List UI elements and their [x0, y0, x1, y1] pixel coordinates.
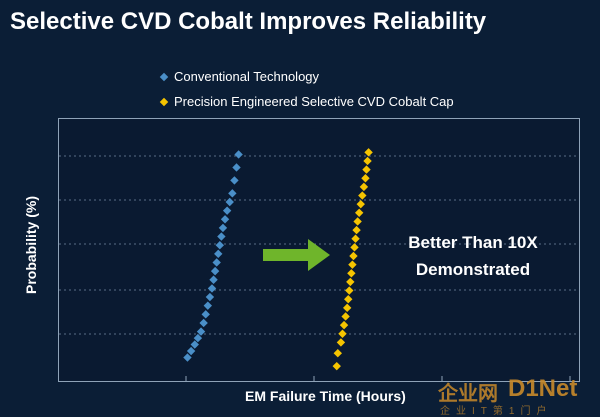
cobalt-point-4: [339, 320, 349, 330]
slide-title: Selective CVD Cobalt Improves Reliabilit…: [10, 8, 487, 35]
cobalt-point-21: [361, 174, 370, 183]
arrow-head: [308, 239, 330, 271]
conventional-point-9: [207, 284, 217, 293]
cobalt-point-15: [352, 225, 361, 235]
legend-label-conventional: Conventional Technology: [174, 69, 320, 84]
conventional-point-23: [234, 150, 243, 159]
chart-legend: Conventional Technology Precision Engine…: [159, 64, 454, 114]
conventional-point-18: [222, 206, 232, 215]
cobalt-point-20: [359, 182, 369, 192]
y-axis-label: Probability (%): [23, 195, 39, 295]
conventional-point-17: [220, 215, 230, 224]
cobalt-point-7: [344, 295, 353, 304]
conventional-point-12: [212, 258, 221, 267]
cobalt-point-8: [345, 286, 354, 295]
conventional-point-14: [215, 241, 225, 250]
legend-marker-conventional: [159, 72, 169, 81]
conventional-point-6: [201, 310, 210, 319]
legend-item-conventional: Conventional Technology: [159, 64, 454, 89]
x-axis-label: EM Failure Time (Hours): [245, 388, 406, 404]
cobalt-point-23: [363, 156, 372, 166]
conventional-point-13: [214, 249, 223, 259]
cobalt-point-0: [332, 361, 341, 371]
legend-item-cobalt: Precision Engineered Selective CVD Cobal…: [159, 89, 454, 114]
conventional-point-3: [193, 333, 203, 343]
watermark-cn-text: 企业网: [438, 383, 498, 405]
conventional-point-7: [203, 301, 213, 310]
conventional-point-2: [190, 340, 199, 349]
chart-svg: [58, 118, 580, 382]
conventional-point-8: [205, 292, 215, 302]
conventional-point-21: [230, 176, 239, 185]
watermark-sub-text: 企业IT第1门户: [440, 406, 553, 417]
cobalt-point-12: [349, 251, 358, 261]
cobalt-point-10: [347, 269, 356, 278]
callout-line-2: Demonstrated: [415, 260, 531, 279]
conventional-point-22: [232, 163, 241, 172]
conventional-point-11: [210, 266, 220, 276]
arrow-shaft: [263, 249, 311, 261]
cobalt-point-6: [342, 303, 352, 313]
cobalt-point-9: [346, 277, 355, 287]
cobalt-point-19: [358, 191, 367, 200]
conventional-point-5: [199, 318, 208, 328]
cobalt-point-17: [354, 208, 364, 217]
cobalt-point-5: [341, 312, 350, 321]
watermark-brand-text: D1Net: [508, 375, 578, 402]
conventional-point-0: [183, 353, 192, 362]
cobalt-point-14: [351, 234, 360, 243]
conventional-point-4: [196, 327, 206, 336]
legend-marker-cobalt: [159, 97, 169, 106]
conventional-point-20: [228, 189, 237, 198]
callout-text: Better Than 10X Demonstrated: [378, 229, 568, 283]
conventional-point-19: [225, 197, 234, 207]
conventional-point-16: [218, 223, 228, 233]
cobalt-point-3: [338, 329, 347, 338]
cobalt-point-24: [364, 148, 373, 157]
plot-area: [58, 118, 580, 382]
cobalt-point-13: [350, 243, 359, 252]
right-arrow-icon: [263, 239, 330, 271]
conventional-point-10: [209, 275, 218, 284]
conventional-point-15: [217, 232, 226, 241]
plot-frame: [58, 118, 580, 382]
cobalt-point-11: [348, 260, 357, 269]
cobalt-point-2: [336, 338, 346, 347]
legend-label-cobalt: Precision Engineered Selective CVD Cobal…: [174, 94, 454, 109]
callout-line-1: Better Than 10X: [408, 233, 538, 252]
watermark-logo: 企业网 D1Net 企业IT第1门户: [432, 375, 598, 417]
cobalt-point-18: [356, 199, 365, 209]
cobalt-point-16: [353, 217, 362, 226]
cobalt-point-22: [362, 165, 371, 174]
conventional-point-1: [186, 346, 196, 356]
cobalt-point-1: [333, 349, 342, 358]
